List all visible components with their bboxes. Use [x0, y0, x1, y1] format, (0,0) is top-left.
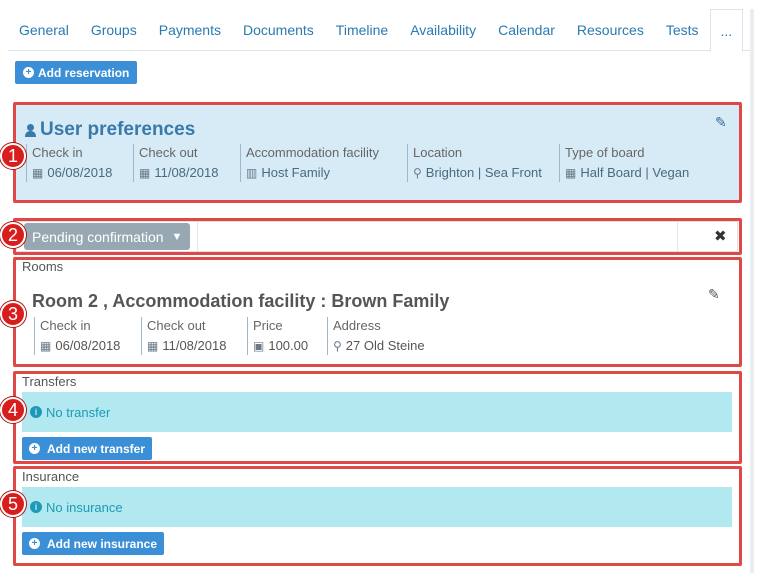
room-check-out-label: Check out — [147, 318, 206, 333]
tab-calendar[interactable]: Calendar — [498, 22, 555, 38]
room-check-in-text: 06/08/2018 — [55, 338, 121, 353]
pref-accommodation-text: Host Family — [261, 165, 330, 180]
building-icon: ▥ — [246, 166, 258, 180]
add-new-transfer-button[interactable]: + Add new transfer — [22, 437, 153, 460]
room-check-in-value: ▦ 06/08/2018 — [40, 337, 120, 355]
add-reservation-label: Add reservation — [38, 65, 130, 80]
calendar-icon: ▦ — [147, 339, 159, 353]
map-marker-icon: ⚲ — [413, 166, 422, 180]
user-preferences-title: User preferences — [25, 119, 195, 141]
tab-general[interactable]: General — [19, 22, 69, 38]
no-transfer-text: No transfer — [46, 404, 111, 420]
room-price-label: Price — [253, 318, 283, 333]
insurance-heading: Insurance — [22, 469, 80, 484]
room-address-value: ⚲ 27 Old Steine — [333, 337, 425, 355]
annotation-marker-3: 3 — [0, 301, 26, 327]
room-check-out-value: ▦ 11/08/2018 — [147, 337, 226, 355]
room-address-text: 27 Old Steine — [345, 338, 425, 353]
no-insurance-alert: i No insurance — [22, 487, 732, 527]
pref-accommodation-value: ▥ Host Family — [246, 164, 379, 182]
tab-groups[interactable]: Groups — [90, 22, 137, 38]
add-new-insurance-button[interactable]: + Add new insurance — [22, 532, 165, 555]
user-preferences-title-text: User preferences — [40, 119, 196, 140]
plus-circle-icon: + — [29, 443, 40, 454]
user-icon — [25, 123, 36, 137]
room-price: Price ▣ 100.00 — [247, 317, 308, 355]
pref-location-value: ⚲ Brighton | Sea Front — [413, 164, 542, 182]
info-icon: i — [30, 406, 42, 418]
rooms-heading: Rooms — [22, 259, 64, 274]
calendar-icon: ▦ — [565, 166, 577, 180]
room-address-label: Address — [333, 318, 381, 333]
add-new-transfer-label: Add new transfer — [47, 441, 146, 456]
tab-documents[interactable]: Documents — [242, 22, 314, 38]
scrollbar[interactable] — [750, 9, 754, 573]
pref-accommodation-label: Accommodation facility — [246, 145, 379, 160]
annotation-marker-5: 5 — [0, 491, 26, 517]
pref-location-label: Location — [413, 145, 463, 160]
room-check-out-text: 11/08/2018 — [162, 338, 227, 353]
status-bar: Pending confirmation ▼ ✖ — [16, 221, 738, 252]
room-check-in-label: Check in — [40, 318, 91, 333]
tab-tests[interactable]: Tests — [665, 22, 699, 38]
tab-more[interactable]: ... — [709, 9, 744, 52]
map-marker-icon: ⚲ — [333, 339, 342, 353]
no-insurance-text: No insurance — [46, 499, 123, 515]
add-new-insurance-label: Add new insurance — [47, 536, 158, 551]
room-check-in: Check in ▦ 06/08/2018 — [34, 317, 120, 355]
pending-confirmation-label: Pending confirmation — [32, 228, 164, 245]
edit-pencil-icon[interactable]: ✎ — [715, 114, 727, 130]
room-price-value: ▣ 100.00 — [253, 337, 308, 355]
plus-circle-icon: + — [23, 67, 34, 78]
pref-check-out-text: 11/08/2018 — [154, 165, 219, 180]
tab-payments[interactable]: Payments — [158, 22, 221, 38]
annotation-marker-2: 2 — [0, 222, 26, 248]
pref-check-out-label: Check out — [139, 145, 198, 160]
chevron-down-icon: ▼ — [171, 230, 183, 243]
tab-resources[interactable]: Resources — [576, 22, 644, 38]
pref-check-in-label: Check in — [32, 145, 83, 160]
add-reservation-button[interactable]: + Add reservation — [15, 61, 138, 84]
transfers-heading: Transfers — [22, 374, 77, 389]
pref-check-in-text: 06/08/2018 — [47, 165, 113, 180]
pref-board-label: Type of board — [565, 145, 645, 160]
pending-confirmation-dropdown[interactable]: Pending confirmation ▼ — [24, 223, 191, 250]
no-transfer-alert: i No transfer — [22, 392, 732, 432]
money-icon: ▣ — [253, 339, 265, 353]
calendar-icon: ▦ — [40, 339, 52, 353]
close-icon[interactable]: ✖ — [714, 228, 727, 245]
pref-check-out-value: ▦ 11/08/2018 — [139, 164, 218, 182]
divider — [197, 222, 198, 251]
calendar-icon: ▦ — [32, 166, 44, 180]
pref-check-out: Check out ▦ 11/08/2018 — [133, 144, 218, 182]
edit-pencil-icon[interactable]: ✎ — [708, 286, 720, 302]
info-icon: i — [30, 501, 42, 513]
pref-board-text: Half Board | Vegan — [580, 165, 690, 180]
room-check-out: Check out ▦ 11/08/2018 — [141, 317, 226, 355]
tab-bar: General Groups Payments Documents Timeli… — [8, 9, 750, 52]
pref-board-value: ▦ Half Board | Vegan — [565, 164, 689, 182]
pref-location-text: Brighton | Sea Front — [425, 165, 542, 180]
annotation-marker-1: 1 — [0, 143, 26, 169]
pref-accommodation: Accommodation facility ▥ Host Family — [240, 144, 379, 182]
calendar-icon: ▦ — [139, 166, 151, 180]
pref-location: Location ⚲ Brighton | Sea Front — [407, 144, 542, 182]
room-price-text: 100.00 — [268, 338, 309, 353]
pref-check-in-value: ▦ 06/08/2018 — [32, 164, 112, 182]
plus-circle-icon: + — [29, 538, 40, 549]
annotation-marker-4: 4 — [0, 397, 26, 423]
tab-timeline[interactable]: Timeline — [335, 22, 389, 38]
room-title: Room 2 , Accommodation facility : Brown … — [32, 291, 450, 311]
user-preferences-panel: User preferences ✎ Check in ▦ 06/08/2018 … — [15, 104, 740, 201]
pref-board: Type of board ▦ Half Board | Vegan — [559, 144, 689, 182]
pref-check-in: Check in ▦ 06/08/2018 — [26, 144, 112, 182]
tab-availability[interactable]: Availability — [410, 22, 477, 38]
divider — [677, 222, 678, 251]
room-address: Address ⚲ 27 Old Steine — [327, 317, 425, 355]
